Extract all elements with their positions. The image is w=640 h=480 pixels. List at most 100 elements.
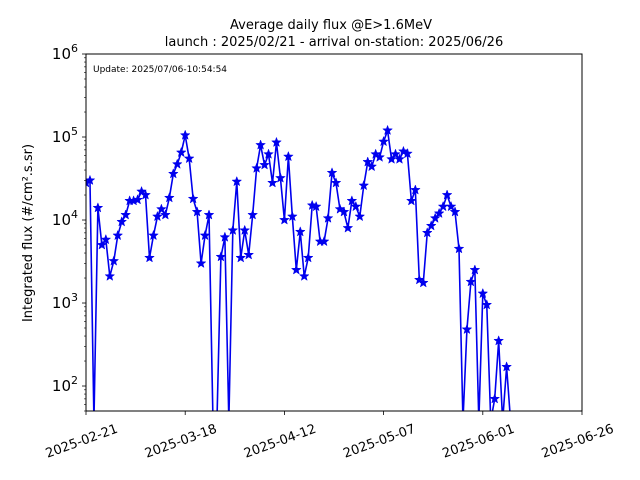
- data-point: [219, 231, 231, 242]
- y-tick-label: 104: [52, 208, 78, 229]
- data-point: [215, 251, 227, 262]
- data-point: [465, 276, 477, 287]
- data-point: [247, 209, 259, 220]
- data-point: [227, 224, 239, 235]
- data-point: [421, 227, 433, 238]
- data-point: [409, 184, 421, 195]
- data-point: [239, 224, 251, 235]
- data-point: [318, 235, 330, 247]
- data-point: [263, 148, 274, 159]
- data-point: [116, 216, 128, 227]
- data-point: [286, 210, 298, 222]
- data-point: [342, 222, 354, 233]
- data-point: [445, 200, 457, 212]
- data-point: [358, 179, 370, 191]
- plot-area: [86, 54, 582, 411]
- data-point: [175, 146, 187, 158]
- data-point: [346, 195, 358, 206]
- x-tick-label: 2025-06-01: [441, 422, 517, 462]
- data-point: [243, 249, 255, 260]
- data-point: [354, 210, 366, 222]
- data-point: [163, 192, 175, 203]
- data-point: [255, 139, 267, 150]
- data-point: [310, 200, 322, 212]
- y-tick-label: 106: [52, 42, 78, 63]
- y-tick-label: 102: [52, 374, 78, 395]
- data-point: [96, 239, 108, 250]
- data-point: [338, 206, 350, 217]
- data-point: [489, 393, 501, 404]
- data-point: [322, 212, 334, 223]
- x-tick-label: 2025-03-18: [143, 422, 219, 462]
- data-point: [298, 270, 310, 281]
- data-point: [199, 229, 211, 241]
- data-point: [159, 209, 171, 220]
- data-point: [282, 150, 294, 162]
- x-axis: 2025-02-21 2025-03-18 2025-04-12 2025-05-07…: [44, 411, 616, 462]
- data-point: [501, 361, 513, 372]
- data-point: [144, 252, 155, 263]
- data-point: [148, 229, 159, 241]
- data-point: [231, 175, 243, 187]
- data-point: [469, 264, 481, 275]
- data-point: [362, 156, 374, 167]
- data-point: [390, 148, 401, 159]
- data-point: [251, 162, 263, 173]
- chart-title: Average daily flux @E>1.6MeV: [230, 18, 432, 33]
- data-point: [350, 200, 362, 212]
- data-point: [195, 257, 207, 269]
- data-point: [179, 129, 191, 140]
- data-point: [271, 136, 282, 148]
- data-point: [330, 177, 342, 188]
- data-point: [425, 220, 437, 231]
- data-point: [235, 252, 247, 263]
- data-point: [302, 252, 314, 263]
- data-point: [92, 202, 104, 213]
- data-point: [417, 277, 429, 288]
- data-point: [191, 206, 203, 217]
- data-point: [132, 194, 144, 205]
- data-point: [366, 160, 378, 172]
- series-layer: [86, 124, 513, 411]
- data-point: [493, 335, 505, 346]
- data-point: [405, 195, 417, 206]
- data-point: [120, 209, 132, 220]
- data-point: [267, 177, 278, 188]
- data-point: [461, 323, 473, 335]
- data-point: [108, 255, 120, 266]
- plot-frame: [85, 53, 583, 412]
- data-point: [441, 189, 453, 200]
- data-point: [453, 243, 465, 254]
- data-point: [294, 226, 306, 237]
- data-point: [171, 158, 183, 169]
- y-axis-label: Integrated flux (#/cm².s.sr): [21, 144, 36, 322]
- update-label: Update: 2025/07/06-10:54:54: [93, 65, 227, 75]
- data-point: [449, 206, 461, 217]
- y-axis: 102 103 104 105 106: [52, 42, 86, 412]
- data-point: [394, 153, 405, 164]
- data-point: [112, 229, 124, 241]
- x-tick-label: 2025-05-07: [341, 422, 417, 462]
- data-point: [259, 159, 271, 170]
- y-tick-label: 105: [52, 125, 78, 146]
- data-point: [167, 168, 179, 179]
- data-point: [183, 152, 195, 164]
- data-point: [278, 214, 290, 225]
- x-tick-label: 2025-02-21: [44, 422, 120, 462]
- data-point: [140, 189, 151, 200]
- data-point: [100, 233, 112, 245]
- data-point: [104, 270, 116, 281]
- data-point: [203, 209, 215, 220]
- chart-subtitle: launch : 2025/02/21 - arrival on-station…: [165, 35, 503, 50]
- data-point: [155, 203, 167, 214]
- data-point: [326, 167, 338, 178]
- data-point: [382, 124, 393, 136]
- data-point: [378, 135, 390, 147]
- data-point: [401, 147, 413, 159]
- data-point: [481, 299, 493, 310]
- x-tick-label: 2025-04-12: [242, 422, 318, 462]
- data-point: [429, 212, 441, 223]
- data-point: [374, 151, 386, 162]
- data-point: [477, 287, 489, 299]
